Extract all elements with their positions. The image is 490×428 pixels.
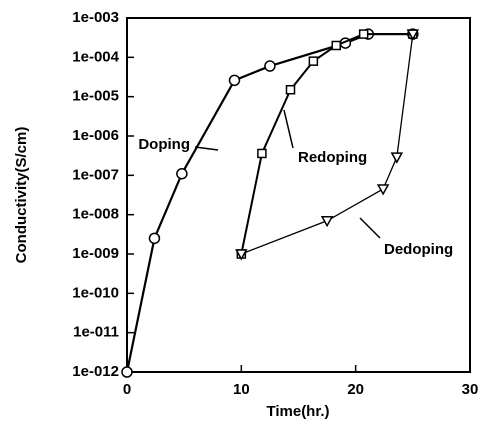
marker (228, 74, 241, 87)
marker (376, 184, 390, 196)
series-line (125, 32, 413, 373)
y-tick-label: 1e-010 (72, 284, 119, 301)
y-tick-label: 1e-005 (72, 88, 119, 105)
y-tick-label: 1e-011 (73, 324, 119, 341)
y-tick-label: 1e-012 (72, 363, 119, 380)
annotation: Dedoping (384, 241, 453, 258)
annotation-leader (283, 109, 294, 149)
y-tick-label: 1e-008 (72, 206, 119, 223)
marker (148, 232, 161, 245)
marker (308, 56, 319, 66)
marker (285, 84, 296, 95)
x-axis-label: Time(hr.) (266, 403, 329, 420)
x-tick-label: 30 (462, 381, 479, 398)
x-tick-label: 10 (233, 381, 250, 398)
plot-frame (126, 17, 471, 373)
annotation: Redoping (298, 149, 367, 166)
marker (176, 167, 188, 180)
x-tick-label: 0 (123, 381, 131, 398)
y-tick-label: 1e-003 (72, 9, 119, 26)
marker (390, 152, 404, 164)
marker (331, 40, 341, 51)
marker (320, 216, 334, 228)
x-tick-label: 20 (347, 381, 364, 398)
y-tick-label: 1e-009 (72, 245, 119, 262)
annotation-leader (359, 217, 381, 239)
marker (257, 148, 267, 159)
marker (406, 29, 420, 41)
annotation: Doping (138, 136, 190, 153)
y-tick-label: 1e-007 (72, 166, 119, 183)
marker (121, 366, 133, 378)
y-tick-label: 1e-004 (72, 48, 119, 65)
marker (235, 249, 248, 261)
y-tick-label: 1e-006 (72, 127, 119, 144)
annotation-leader (194, 146, 219, 151)
marker (358, 29, 369, 39)
y-axis-label: Conductivity(S/cm) (13, 127, 30, 264)
marker (264, 60, 276, 72)
